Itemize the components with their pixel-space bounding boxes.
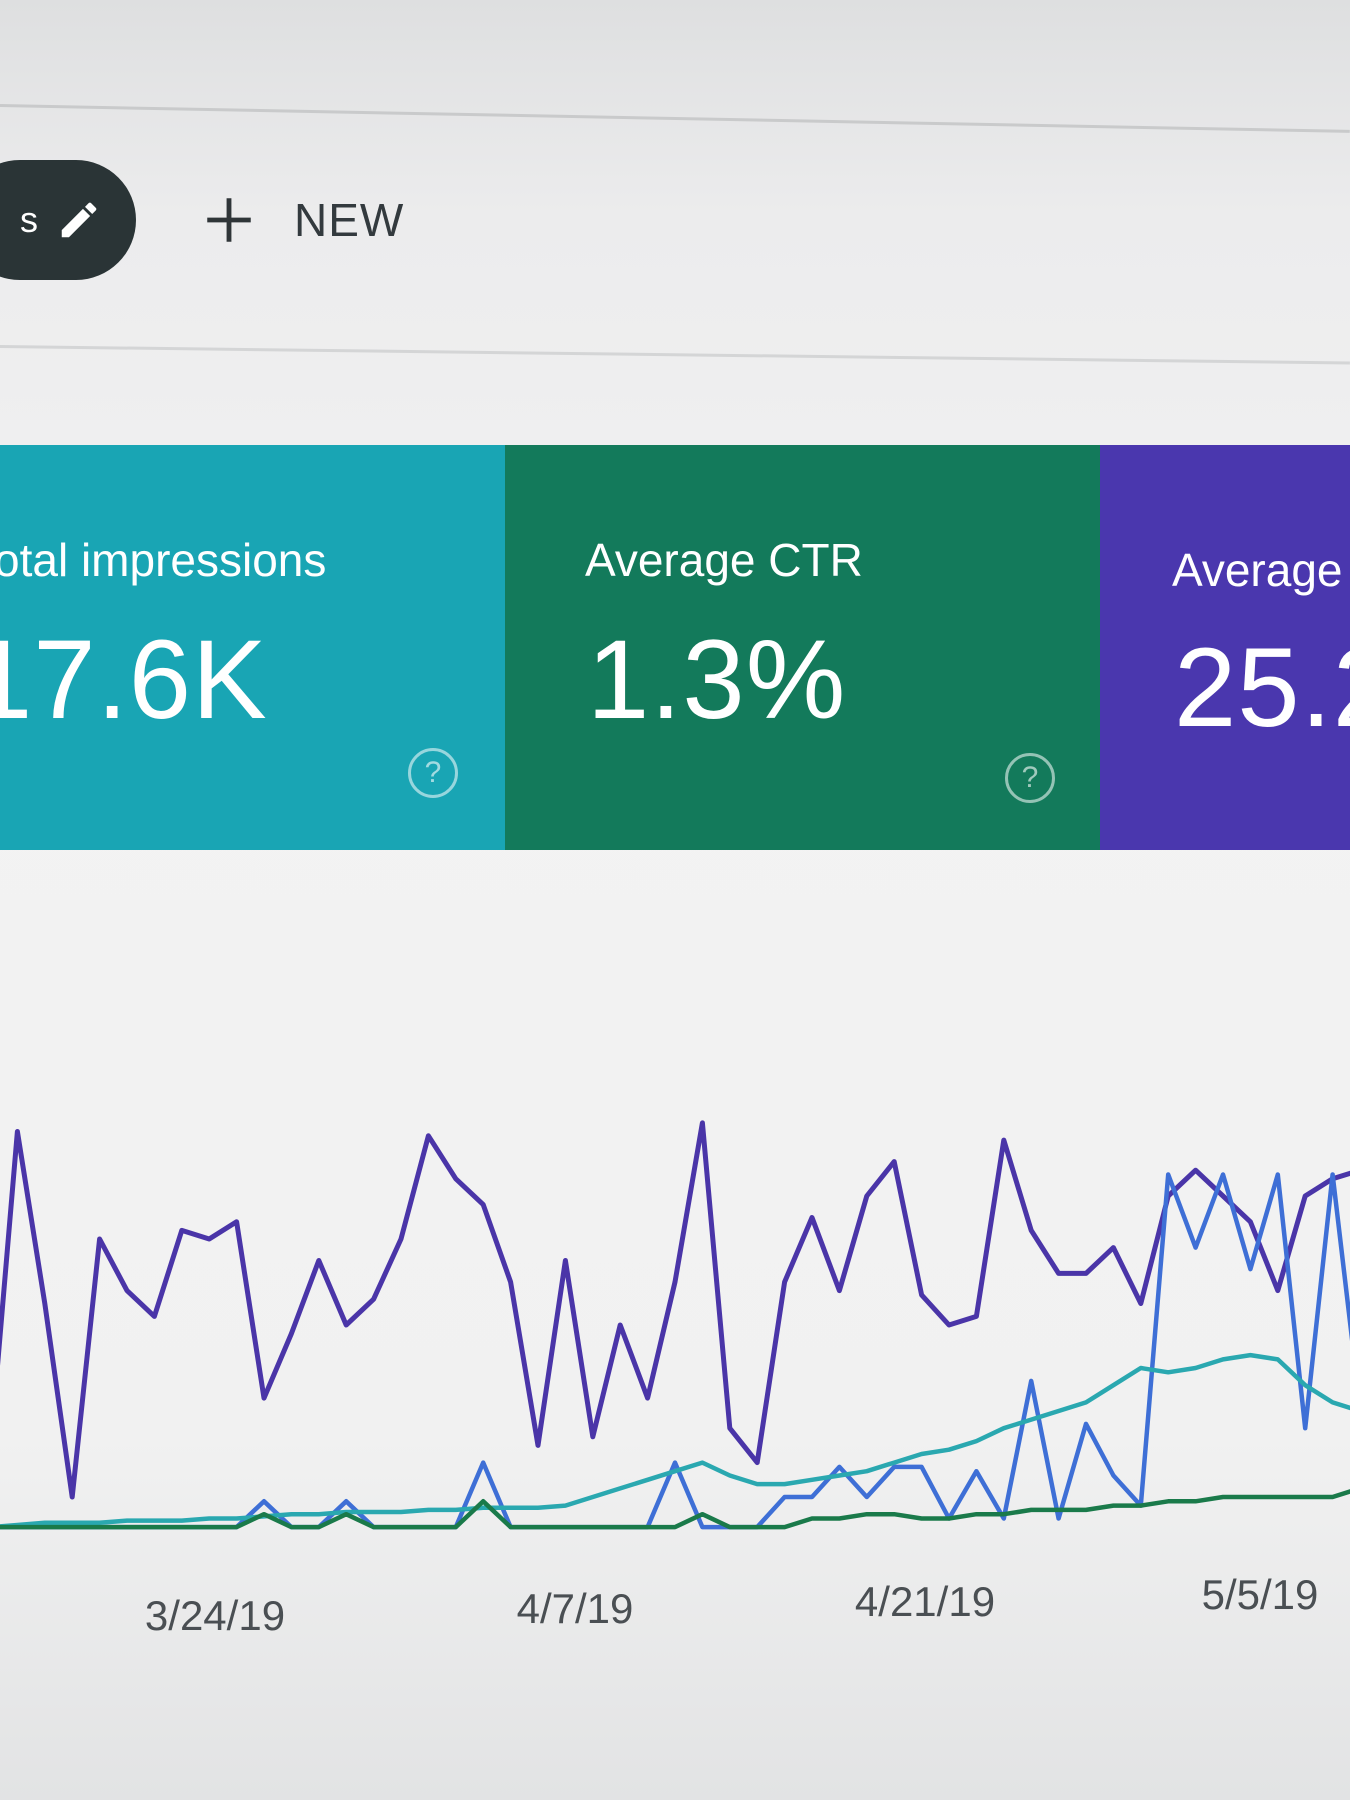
performance-chart: 3/24/19 4/7/19 4/21/19 5/5/19 [0,1000,1350,1700]
metric-cards: otal impressions 17.6K ? Average CTR 1.3… [0,445,1350,850]
toolbar: s NEW [0,160,1350,280]
card-average-position[interactable]: Average p 25.2 [1100,445,1350,850]
x-tick-label: 4/7/19 [517,1585,634,1632]
section-divider [0,345,1350,365]
card-value: 25.2 [1174,625,1350,750]
card-label: otal impressions [0,534,327,586]
card-total-impressions[interactable]: otal impressions 17.6K ? [0,445,505,850]
plus-icon [207,198,251,242]
filter-chip[interactable]: s [0,160,136,280]
help-circle-icon[interactable]: ? [408,748,458,798]
x-tick-label: 5/5/19 [1202,1571,1319,1618]
card-label: Average CTR [585,534,863,586]
new-button[interactable]: NEW [200,190,404,250]
new-button-label: NEW [294,194,405,246]
help-circle-icon[interactable]: ? [1005,753,1055,803]
x-tick-label: 3/24/19 [145,1592,285,1639]
series-line-4 [0,1489,1350,1530]
x-tick-label: 4/21/19 [855,1578,995,1625]
top-divider [0,104,1350,133]
card-value: 1.3% [587,617,847,742]
card-average-ctr[interactable]: Average CTR 1.3% ? [505,445,1100,850]
card-value: 17.6K [0,617,268,742]
line-chart: 3/24/19 4/7/19 4/21/19 5/5/19 [0,1120,1350,1639]
pencil-icon[interactable] [56,197,102,243]
series-line-3 [0,1352,1350,1529]
card-label: Average p [1172,544,1350,596]
series-line-2 [0,1172,1350,1530]
series-line-1 [0,1120,1350,1500]
filter-chip-label: s [20,199,38,240]
